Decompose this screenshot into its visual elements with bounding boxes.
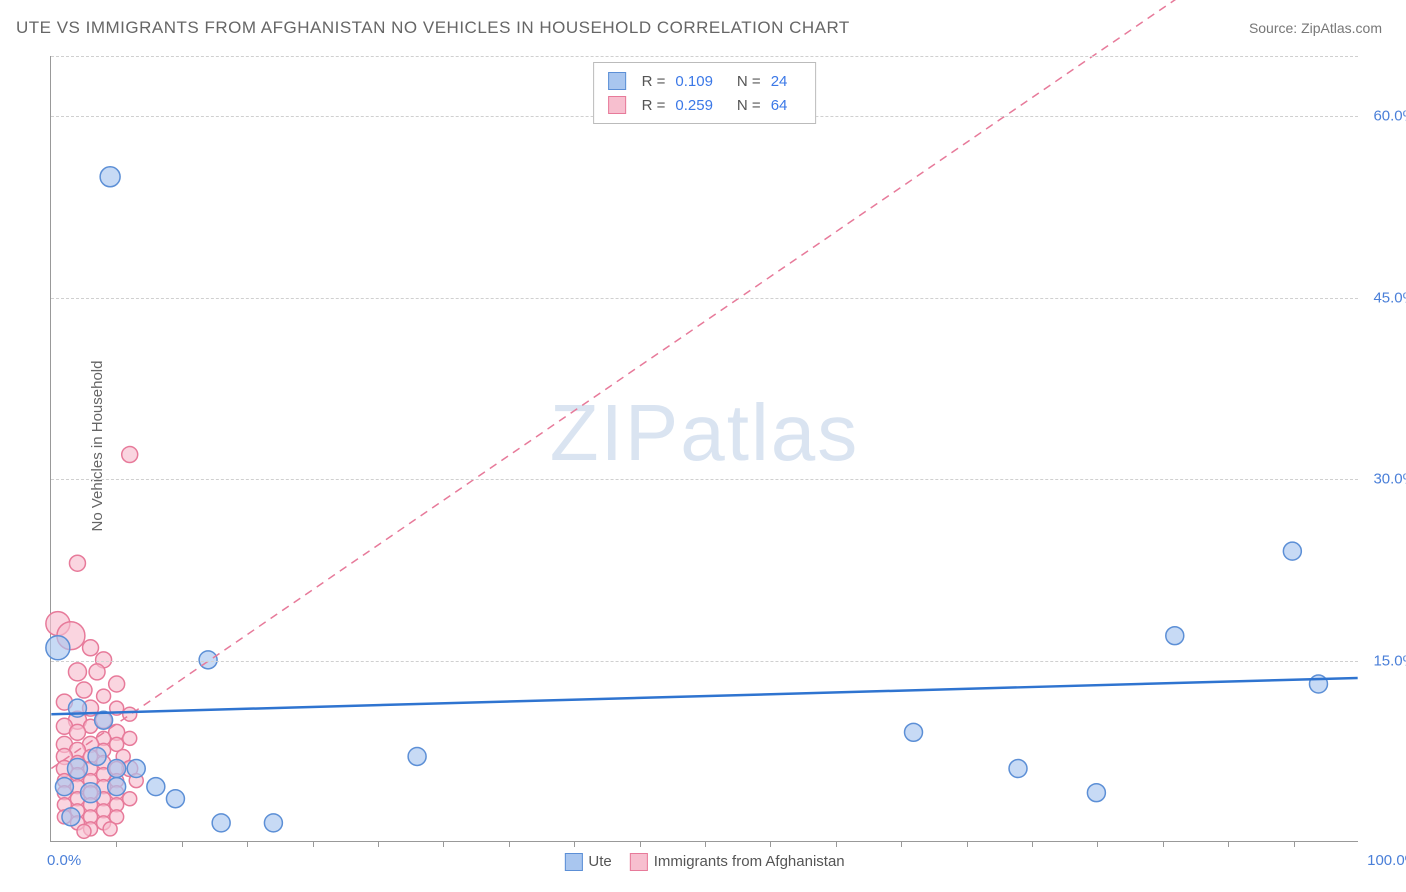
swatch-afghan xyxy=(608,96,626,114)
y-tick-label: 15.0% xyxy=(1373,652,1406,669)
y-tick-label: 60.0% xyxy=(1373,108,1406,125)
data-point xyxy=(147,778,165,796)
series-legend: Ute Immigrants from Afghanistan xyxy=(564,853,844,871)
stats-legend: R = 0.109 N = 24 R = 0.259 N = 64 xyxy=(593,62,817,124)
data-point xyxy=(76,682,92,698)
y-tick-label: 45.0% xyxy=(1373,289,1406,306)
data-point xyxy=(55,778,73,796)
x-tick xyxy=(313,841,314,847)
legend-item-ute: Ute xyxy=(564,853,611,871)
data-point xyxy=(46,636,70,660)
trend-line xyxy=(51,678,1357,714)
legend-item-afghan: Immigrants from Afghanistan xyxy=(630,853,845,871)
x-axis-label: 0.0% xyxy=(47,852,81,869)
y-tick-label: 30.0% xyxy=(1373,471,1406,488)
scatter-svg xyxy=(51,56,1358,841)
legend-label-ute: Ute xyxy=(588,853,611,870)
n-value-afghan: 64 xyxy=(771,97,788,114)
x-tick xyxy=(1163,841,1164,847)
x-tick xyxy=(705,841,706,847)
data-point xyxy=(1166,627,1184,645)
x-tick xyxy=(574,841,575,847)
x-tick xyxy=(967,841,968,847)
r-label: R = xyxy=(642,97,666,114)
x-tick xyxy=(770,841,771,847)
n-value-ute: 24 xyxy=(771,73,788,90)
data-point xyxy=(1087,784,1105,802)
data-point xyxy=(89,664,105,680)
data-point xyxy=(67,759,87,779)
chart-title: UTE VS IMMIGRANTS FROM AFGHANISTAN NO VE… xyxy=(16,18,850,38)
x-tick xyxy=(836,841,837,847)
data-point xyxy=(100,167,120,187)
r-value-ute: 0.109 xyxy=(675,73,713,90)
swatch-ute xyxy=(564,853,582,871)
n-label: N = xyxy=(737,73,761,90)
x-tick xyxy=(509,841,510,847)
data-point xyxy=(69,724,85,740)
data-point xyxy=(88,747,106,765)
data-point xyxy=(97,689,111,703)
data-point xyxy=(212,814,230,832)
x-tick xyxy=(1097,841,1098,847)
data-point xyxy=(109,676,125,692)
x-tick xyxy=(1294,841,1295,847)
stats-row-afghan: R = 0.259 N = 64 xyxy=(608,93,802,117)
swatch-afghan xyxy=(630,853,648,871)
x-tick xyxy=(901,841,902,847)
r-value-afghan: 0.259 xyxy=(675,97,713,114)
data-point xyxy=(264,814,282,832)
data-point xyxy=(1283,542,1301,560)
swatch-ute xyxy=(608,72,626,90)
source-label: Source: ZipAtlas.com xyxy=(1249,20,1382,36)
legend-label-afghan: Immigrants from Afghanistan xyxy=(654,853,845,870)
data-point xyxy=(77,824,91,838)
data-point xyxy=(166,790,184,808)
x-tick xyxy=(378,841,379,847)
n-label: N = xyxy=(737,97,761,114)
data-point xyxy=(123,731,137,745)
data-point xyxy=(127,760,145,778)
x-tick xyxy=(182,841,183,847)
x-tick xyxy=(640,841,641,847)
gridline xyxy=(51,298,1358,299)
x-tick xyxy=(1228,841,1229,847)
data-point xyxy=(123,792,137,806)
data-point xyxy=(62,808,80,826)
data-point xyxy=(408,747,426,765)
data-point xyxy=(122,447,138,463)
gridline xyxy=(51,56,1358,57)
plot-area: ZIPatlas R = 0.109 N = 24 R = 0.259 N = … xyxy=(50,56,1358,842)
x-tick xyxy=(247,841,248,847)
x-tick xyxy=(116,841,117,847)
gridline xyxy=(51,661,1358,662)
gridline xyxy=(51,479,1358,480)
x-tick xyxy=(443,841,444,847)
r-label: R = xyxy=(642,73,666,90)
x-axis-label: 100.0% xyxy=(1367,852,1406,869)
data-point xyxy=(103,822,117,836)
data-point xyxy=(108,760,126,778)
data-point xyxy=(81,783,101,803)
data-point xyxy=(1009,760,1027,778)
stats-row-ute: R = 0.109 N = 24 xyxy=(608,69,802,93)
data-point xyxy=(108,778,126,796)
data-point xyxy=(69,555,85,571)
data-point xyxy=(68,663,86,681)
data-point xyxy=(83,640,99,656)
x-tick xyxy=(1032,841,1033,847)
data-point xyxy=(905,723,923,741)
